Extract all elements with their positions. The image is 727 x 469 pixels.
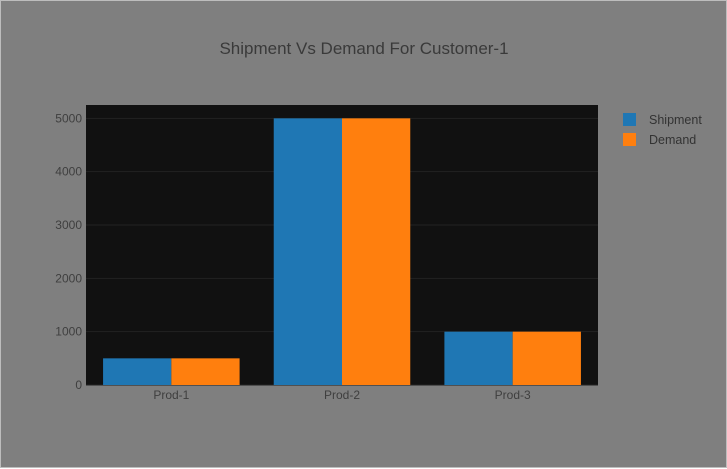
legend-label: Demand <box>649 133 696 147</box>
chart-title: Shipment Vs Demand For Customer-1 <box>219 39 508 58</box>
legend-item-shipment[interactable]: Shipment <box>623 113 702 127</box>
x-tick-label: Prod-3 <box>495 388 531 402</box>
legend-label: Shipment <box>649 113 702 127</box>
x-tick-label: Prod-2 <box>324 388 360 402</box>
y-tick-label: 0 <box>75 378 82 392</box>
x-tick-label: Prod-1 <box>153 388 189 402</box>
legend-swatch <box>623 133 636 146</box>
bars <box>103 118 581 385</box>
legend-item-demand[interactable]: Demand <box>623 133 696 147</box>
bar-demand-prod-2[interactable] <box>342 118 411 385</box>
bar-shipment-prod-2[interactable] <box>273 118 342 385</box>
bar-demand-prod-3[interactable] <box>512 331 581 385</box>
legend-swatch <box>623 113 636 126</box>
y-tick-label: 5000 <box>55 111 82 125</box>
bar-shipment-prod-1[interactable] <box>103 358 172 385</box>
x-axis: Prod-1 Prod-2 Prod-3 <box>153 388 531 402</box>
y-tick-label: 2000 <box>55 271 82 285</box>
y-tick-label: 4000 <box>55 165 82 179</box>
bar-shipment-prod-3[interactable] <box>444 331 513 385</box>
y-axis: 0 1000 2000 3000 4000 5000 <box>55 111 82 392</box>
bar-demand-prod-1[interactable] <box>171 358 240 385</box>
legend[interactable]: Shipment Demand <box>623 113 702 147</box>
y-tick-label: 3000 <box>55 218 82 232</box>
y-tick-label: 1000 <box>55 325 82 339</box>
